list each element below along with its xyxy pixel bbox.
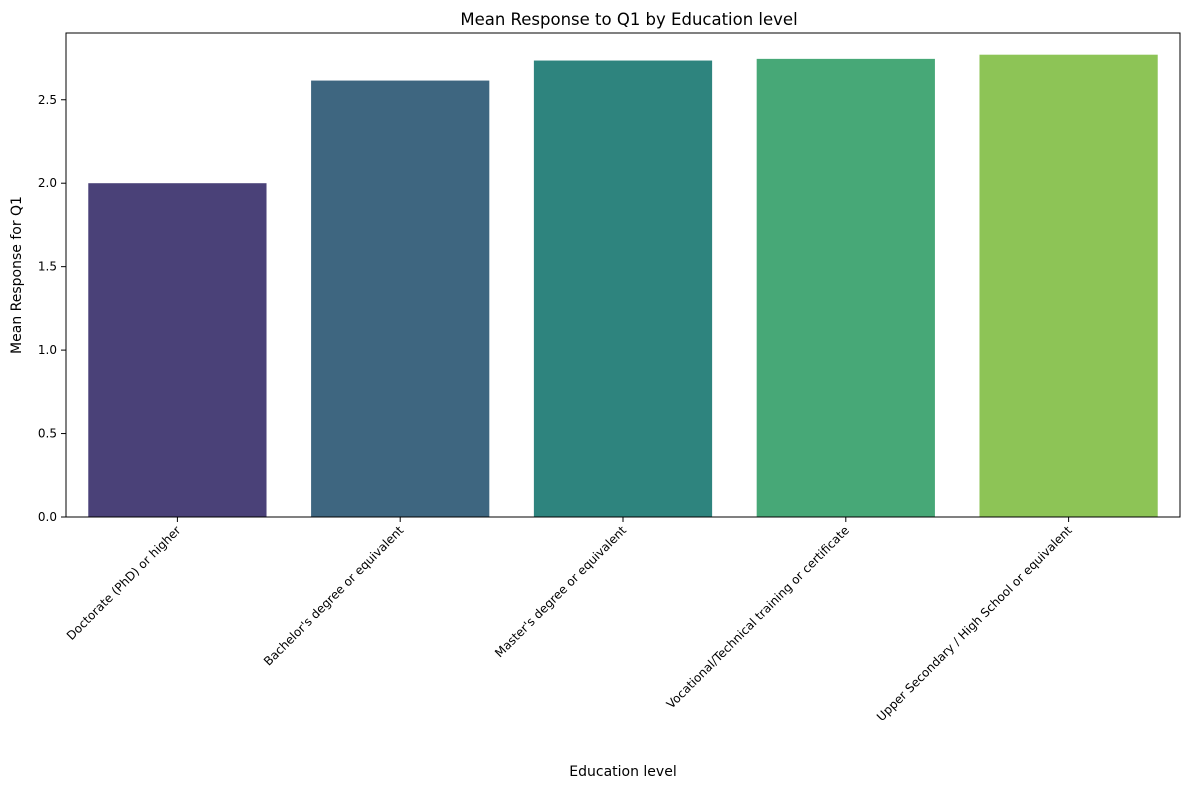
x-tick-label: Upper Secondary / High School or equival…: [874, 523, 1075, 724]
bar: [533, 60, 713, 517]
chart-title: Mean Response to Q1 by Education level: [460, 10, 797, 29]
x-axis-title: Education level: [569, 764, 676, 780]
y-tick-label: 1.0: [38, 343, 57, 357]
bar: [979, 54, 1158, 517]
y-tick-label: 0.5: [38, 427, 57, 441]
x-tick-label: Master's degree or equivalent: [492, 523, 629, 660]
x-tick-label: Vocational/Technical training or certifi…: [664, 523, 852, 711]
y-tick-label: 2.5: [38, 93, 57, 107]
y-tick-label: 2.0: [38, 176, 57, 190]
y-axis-title: Mean Response for Q1: [9, 196, 25, 354]
bar: [311, 80, 490, 517]
y-tick-label: 1.5: [38, 260, 57, 274]
y-axis: 0.0 0.5 1.0 1.5 2.0 2.5: [38, 93, 66, 524]
bars-group: [88, 54, 1158, 518]
x-tick-label: Doctorate (PhD) or higher: [64, 523, 184, 643]
plot-frame: [65, 32, 1181, 518]
x-tick-label: Bachelor's degree or equivalent: [261, 523, 407, 669]
x-axis: Doctorate (PhD) or higher Bachelor's degr…: [64, 517, 1075, 724]
bar: [756, 58, 935, 518]
y-tick-label: 0.0: [38, 510, 57, 524]
bar: [88, 183, 267, 517]
